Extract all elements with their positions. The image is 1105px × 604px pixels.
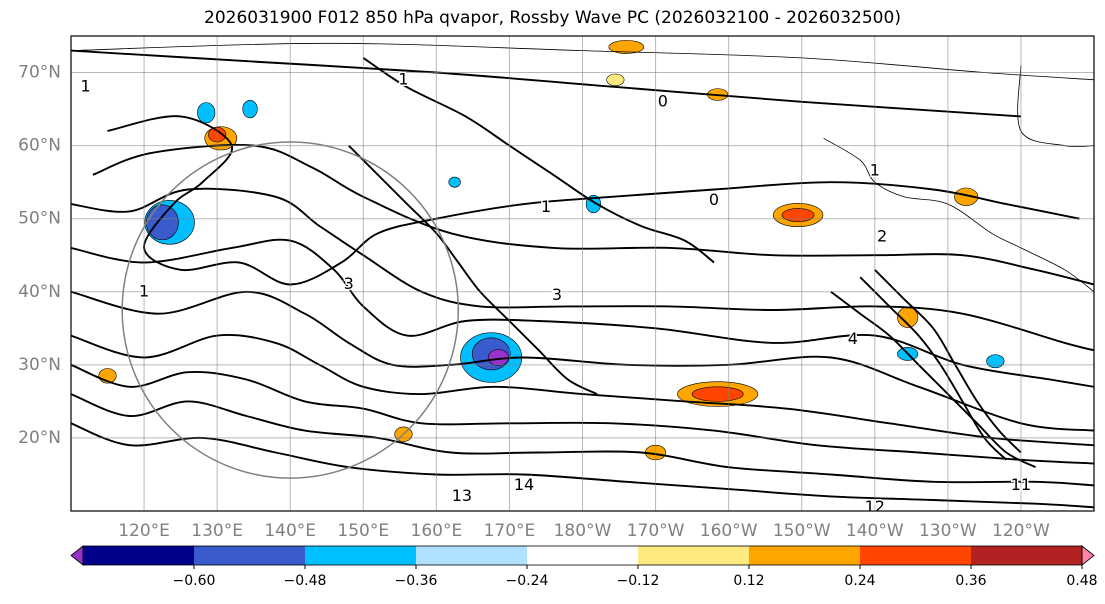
colorbar-tick-label: 0.48 — [1066, 573, 1097, 589]
lat-tick-label: 30°N — [18, 355, 61, 375]
lon-tick-label: 170°W — [627, 521, 685, 541]
lon-tick-label: 160°W — [700, 521, 758, 541]
contour-label: 14 — [514, 475, 534, 494]
contour-label: 1 — [870, 161, 880, 180]
qvapor-contour — [348, 144, 598, 395]
colorbar-extend-low — [70, 545, 84, 566]
lat-tick-label: 50°N — [18, 209, 61, 229]
contour-label: 1 — [541, 197, 551, 216]
lon-labels: 120°E 130°E 140°E 150°E 160°E 170°E 180°W 170°W… — [118, 521, 1050, 541]
colorbar-extend-high — [1081, 545, 1095, 566]
shaded-anomaly-area — [145, 204, 179, 241]
contour-layer — [71, 42, 1094, 509]
lat-tick-label: 70°N — [18, 63, 61, 83]
contour-label: 2 — [877, 226, 887, 245]
lat-tick-label: 60°N — [18, 136, 61, 156]
lon-tick-label: 120°W — [992, 521, 1050, 541]
lon-tick-label: 180°W — [554, 521, 612, 541]
shaded-anomaly-area — [606, 73, 625, 86]
contour-label: 0 — [658, 91, 668, 110]
qvapor-contour — [107, 115, 1080, 286]
qvapor-contour — [71, 238, 1094, 388]
colorbar-segment — [305, 546, 416, 565]
shaded-anomaly-area — [197, 102, 216, 124]
contour-label: 3 — [552, 285, 562, 304]
colorbar-segment — [416, 546, 527, 565]
contour-label: 12 — [865, 497, 885, 516]
region-circle-outline — [121, 141, 460, 479]
colorbar-tick-label: −0.12 — [617, 573, 660, 589]
colorbar-segment — [194, 546, 305, 565]
contour-label: 0 — [709, 190, 719, 209]
colorbar-tick-label: −0.24 — [506, 573, 549, 589]
lon-tick-label: 140°W — [846, 521, 904, 541]
contour-label: 1 — [81, 77, 91, 96]
qvapor-contour — [71, 49, 1021, 118]
region-circle — [121, 141, 460, 479]
shaded-anomaly-area — [986, 354, 1005, 369]
lat-labels: 20°N 30°N 40°N 50°N 60°N 70°N — [18, 63, 61, 448]
qvapor-contour — [362, 57, 715, 264]
lon-tick-label: 140°E — [264, 521, 316, 541]
lon-tick-label: 170°E — [484, 521, 536, 541]
lon-tick-label: 160°E — [411, 521, 463, 541]
shaded-anomaly-area — [608, 40, 645, 54]
qvapor-contour — [71, 422, 1094, 509]
qvapor-contour — [71, 187, 1094, 352]
contour-label: 1 — [139, 281, 149, 300]
colorbar-segment — [638, 546, 749, 565]
qvapor-contour — [71, 334, 1094, 447]
shaded-anomaly-area — [242, 100, 258, 119]
lon-tick-label: 150°E — [337, 521, 389, 541]
lon-tick-label: 130°W — [919, 521, 977, 541]
colorbar-segment — [83, 546, 194, 565]
colorbar-segment — [527, 546, 638, 565]
lat-tick-label: 40°N — [18, 282, 61, 302]
lon-tick-label: 130°E — [191, 521, 243, 541]
map-frame — [70, 35, 1095, 512]
lon-tick-label: 120°E — [118, 521, 170, 541]
contour-label: 3 — [344, 274, 354, 293]
contour-label: 4 — [848, 329, 858, 348]
colorbar-tick-label: 0.12 — [733, 573, 764, 589]
shading-layer — [98, 40, 1005, 461]
colorbar-segment — [860, 546, 971, 565]
shaded-anomaly-area — [691, 386, 744, 402]
colorbar-tick-label: −0.36 — [395, 573, 438, 589]
contour-label: 13 — [452, 486, 472, 505]
map-title: 2026031900 F012 850 hPa qvapor, Rossby W… — [204, 8, 901, 28]
colorbar: −0.60 −0.48 −0.36 −0.24 −0.12 0.12 0.24 0.36 0.4… — [70, 545, 1098, 589]
colorbar-segment — [971, 546, 1082, 565]
graticule — [71, 36, 1094, 511]
colorbar-tick-label: 0.36 — [955, 573, 986, 589]
colorbar-outline — [82, 545, 1083, 566]
boundary-line — [1017, 65, 1094, 148]
shaded-anomaly-area — [781, 208, 815, 222]
lon-tick-label: 150°W — [773, 521, 831, 541]
lat-tick-label: 20°N — [18, 428, 61, 448]
colorbar-tick-label: −0.60 — [173, 573, 216, 589]
shaded-anomaly-area — [448, 176, 461, 188]
qvapor-contour — [71, 363, 1094, 465]
qvapor-contour — [830, 291, 1036, 469]
qvapor-contour — [71, 393, 1094, 487]
colorbar-tick-label: −0.48 — [284, 573, 327, 589]
contour-label: 11 — [1011, 475, 1031, 494]
contour-label: 1 — [398, 69, 408, 88]
colorbar-tick-label: 0.24 — [844, 573, 875, 589]
colorbar-segment — [749, 546, 860, 565]
